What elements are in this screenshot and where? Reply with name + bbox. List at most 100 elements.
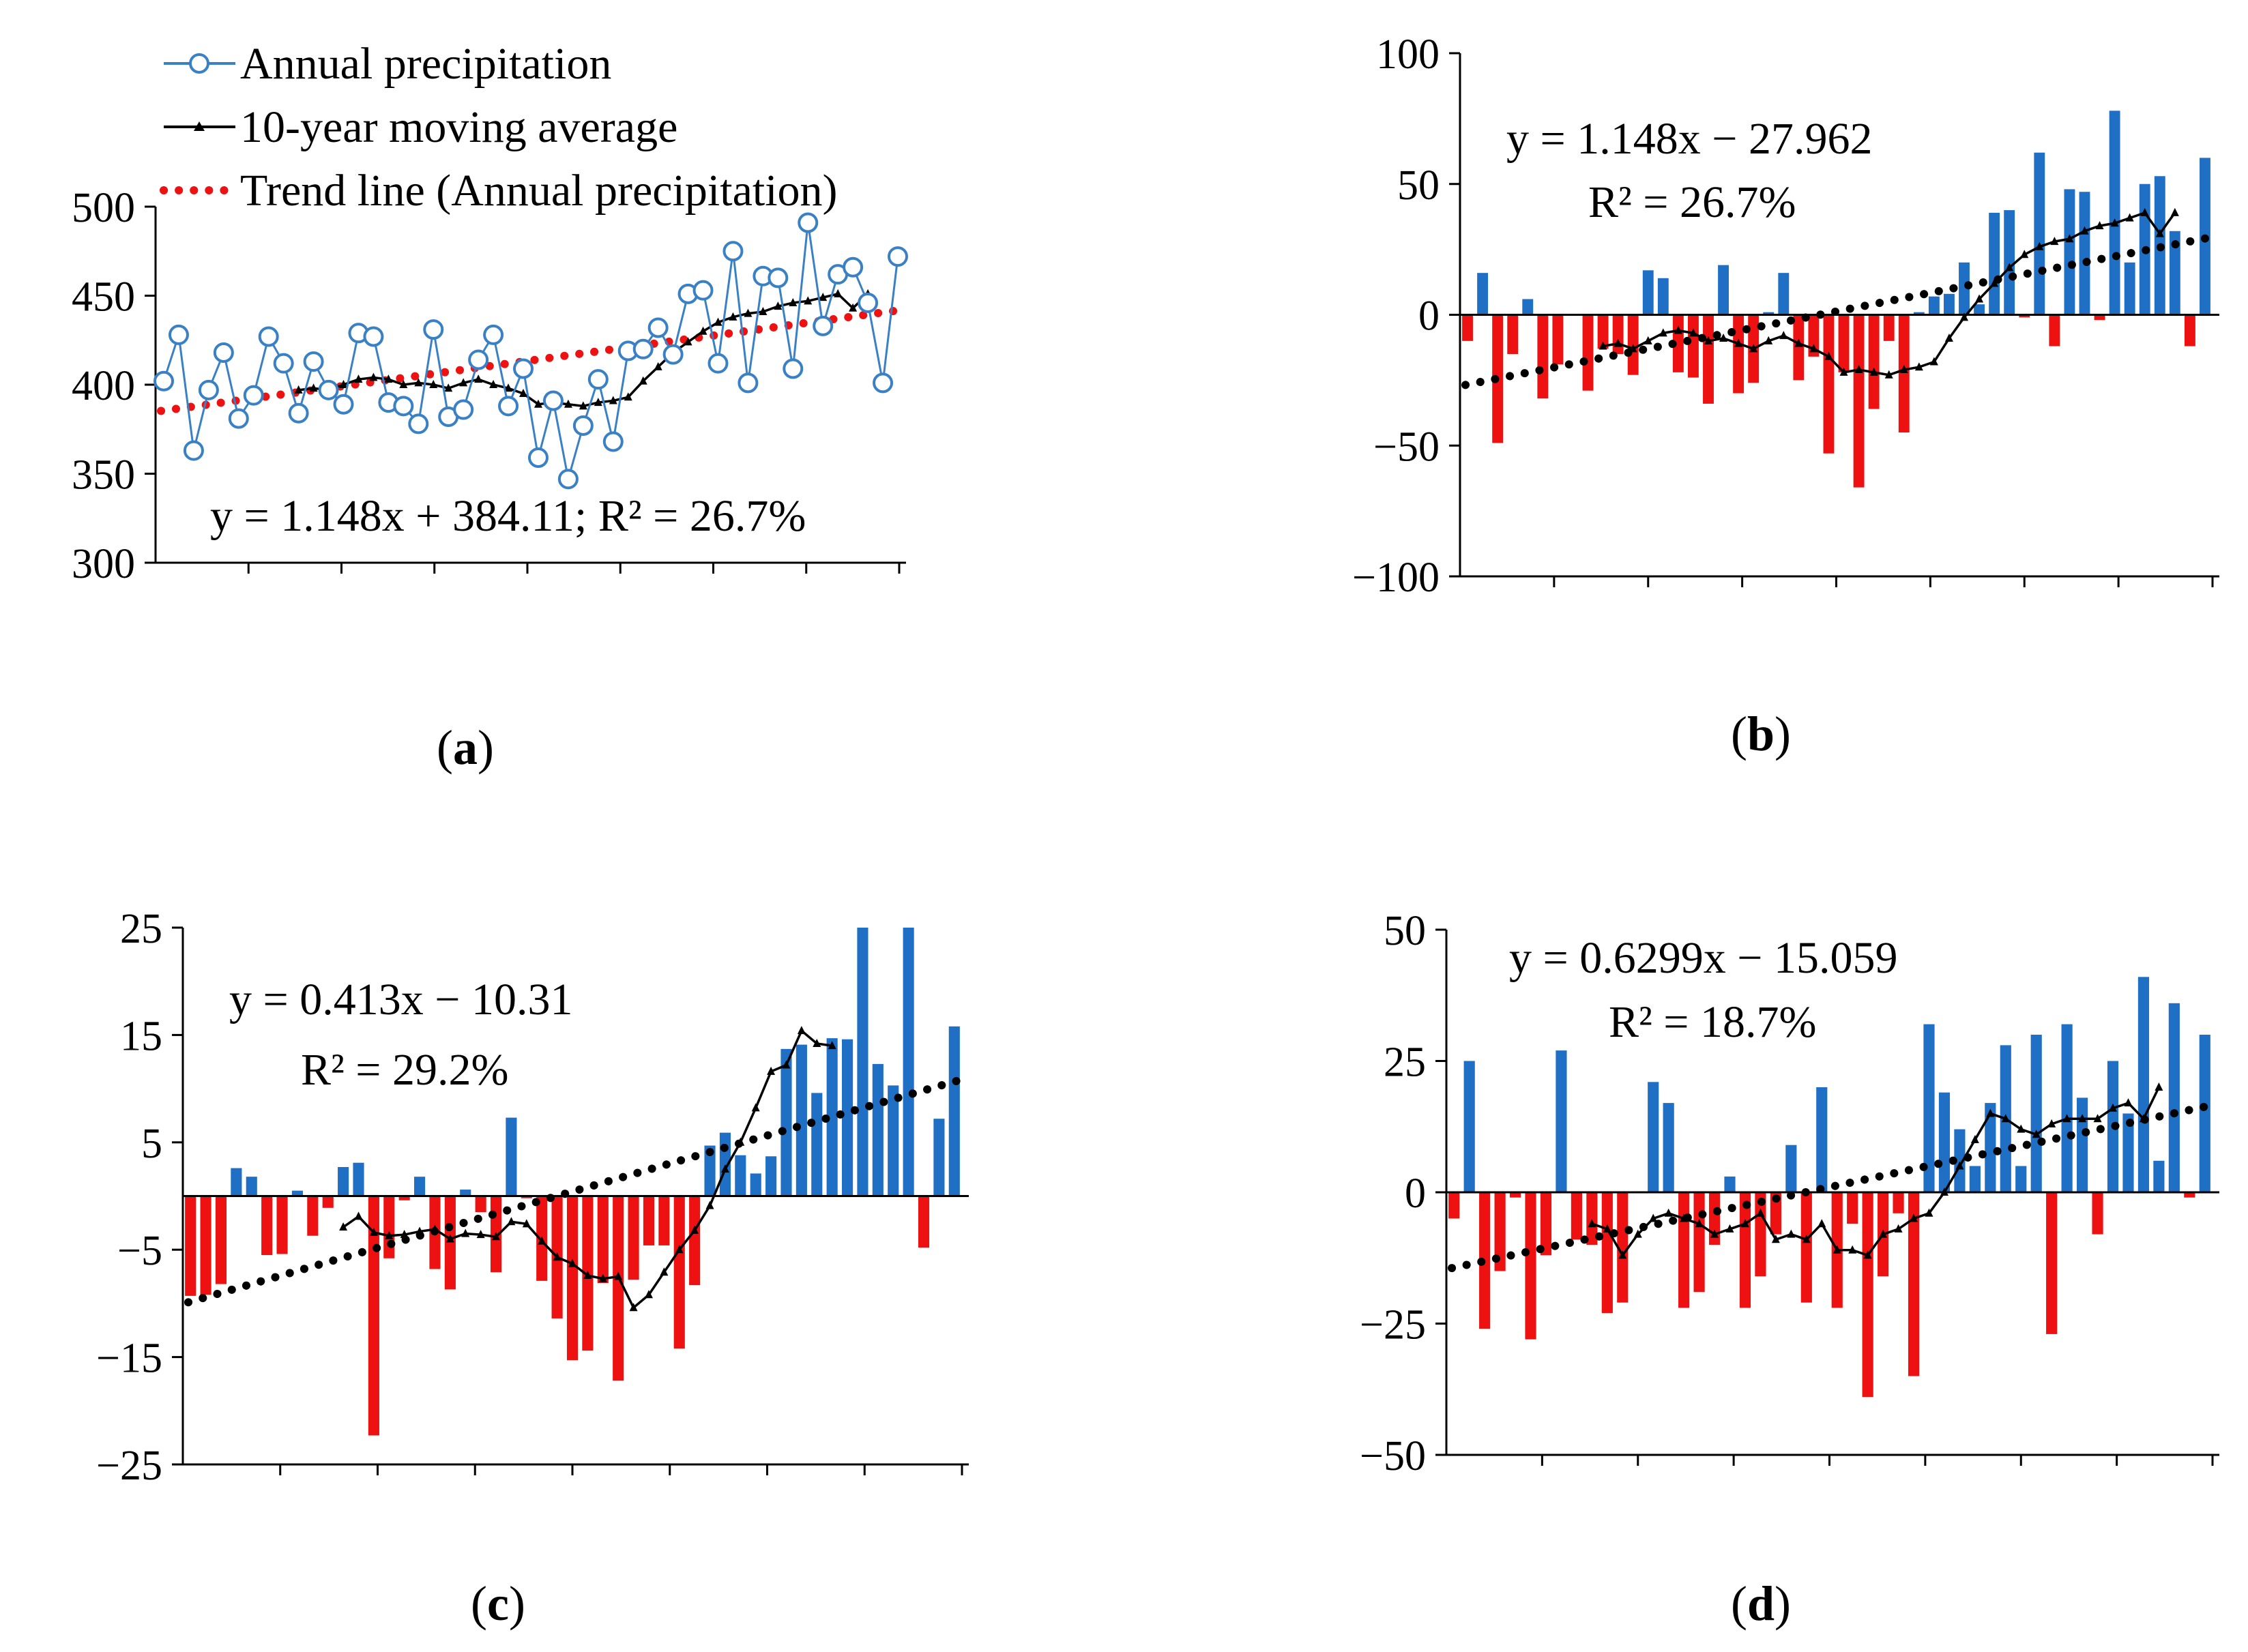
bar (1816, 1087, 1828, 1192)
annual-point (557, 469, 579, 490)
bar (1853, 314, 1865, 488)
annual-line (162, 222, 899, 480)
panel-b-r2: R² = 26.7% (1588, 177, 1796, 227)
moving-average-point (1618, 1250, 1627, 1259)
moving-average-point (1802, 1235, 1811, 1243)
panel-c-axes: 25 15 5 −5 −15 −25 (96, 906, 969, 1489)
trend-line (157, 306, 899, 415)
moving-average-point (354, 374, 363, 383)
bar (1944, 293, 1955, 315)
bar (2199, 1035, 2210, 1192)
moving-average-point (624, 392, 632, 401)
y-tick-label: 350 (72, 452, 135, 499)
bar (1954, 1129, 1966, 1192)
bar (1913, 312, 1925, 315)
moving-average-point (849, 303, 858, 312)
moving-average-point (1680, 1213, 1689, 1222)
moving-average-point (639, 376, 647, 385)
panel-a-legend: Annual precipitation 10-year moving aver… (160, 39, 838, 216)
annual-point (873, 372, 894, 394)
annual-point (483, 324, 504, 345)
moving-average-point (813, 1038, 821, 1047)
moving-average-point (369, 372, 378, 381)
moving-average-point (2125, 213, 2134, 222)
bar (597, 1196, 609, 1283)
moving-average-point (690, 1225, 699, 1234)
panel-d-r2: R² = 18.7% (1609, 997, 1817, 1047)
annual-point (453, 399, 474, 420)
moving-average-point (767, 1066, 776, 1075)
y-tick-label: 400 (72, 363, 135, 409)
moving-average-point (1929, 357, 1938, 366)
bar (460, 1190, 471, 1196)
moving-average-point (834, 289, 843, 297)
legend-annual-marker (189, 53, 209, 74)
panel-b-equation: y = 1.148x − 27.962 (1506, 114, 1872, 164)
bar (1778, 273, 1790, 315)
moving-average-point (399, 380, 408, 388)
legend-moving-marker (194, 121, 205, 131)
bar (261, 1196, 273, 1256)
moving-average-point (1779, 331, 1788, 340)
bar (1923, 1024, 1935, 1192)
bar (2092, 1192, 2103, 1235)
moving-average-point (1809, 344, 1818, 353)
y-tick-label: 300 (72, 541, 135, 587)
bar (1617, 1192, 1629, 1303)
bar (1494, 1192, 1506, 1271)
moving-average-point (2110, 218, 2119, 227)
moving-average-point (1899, 365, 1908, 374)
bar (1678, 1192, 1690, 1308)
bar (948, 1026, 960, 1196)
annual-point (647, 317, 669, 338)
bar (2168, 1003, 2180, 1192)
bar (1687, 314, 1699, 378)
panel-b-moving-average (1599, 207, 2179, 379)
bar (1642, 270, 1654, 315)
moving-average-point (1649, 1213, 1658, 1222)
bar (1928, 296, 1940, 315)
y-tick-label: 15 (120, 1013, 162, 1059)
moving-average-point (507, 1217, 516, 1226)
bar (1601, 1192, 1613, 1314)
moving-average-point (1771, 1235, 1780, 1243)
moving-average-point (1659, 328, 1667, 337)
moving-average-point (714, 317, 722, 326)
bar (1733, 314, 1745, 394)
panel-d-equation: y = 0.6299x − 15.059 (1509, 933, 1897, 983)
moving-average-point (2124, 1098, 2133, 1107)
bar (1800, 1192, 1812, 1303)
bar (1985, 1103, 1996, 1192)
bar (613, 1196, 624, 1381)
bar (673, 1196, 685, 1349)
moving-average-point (1764, 336, 1773, 344)
bar (1763, 312, 1775, 315)
moving-average-point (629, 1303, 638, 1312)
moving-average-point (446, 1234, 454, 1243)
moving-average-point (492, 1232, 501, 1241)
bar (1582, 314, 1594, 391)
panel-a-equation: y = 1.148x + 384.11; R² = 26.7% (210, 491, 806, 541)
bar (1522, 299, 1534, 315)
moving-average-point (354, 1211, 363, 1220)
bar (322, 1196, 334, 1208)
bar (1657, 278, 1669, 315)
bar (1552, 314, 1564, 365)
moving-average-point (2020, 250, 2029, 259)
bar (2137, 977, 2150, 1192)
bar (918, 1196, 930, 1248)
annual-point (692, 280, 714, 301)
moving-average-point (1824, 351, 1833, 360)
bar (1938, 1092, 1951, 1192)
moving-average-point (1689, 328, 1697, 337)
panel-a-moving-average (294, 289, 873, 410)
moving-average-point (598, 1273, 607, 1282)
bar (872, 1063, 884, 1196)
moving-average-point (2155, 1082, 2163, 1091)
panel-b-axes: 100 50 0 −50 −100 (1352, 31, 2219, 601)
bar (1648, 1082, 1659, 1192)
moving-average-point (804, 296, 813, 305)
annual-point (707, 353, 729, 374)
bar (658, 1196, 670, 1245)
bar (1556, 1050, 1567, 1192)
